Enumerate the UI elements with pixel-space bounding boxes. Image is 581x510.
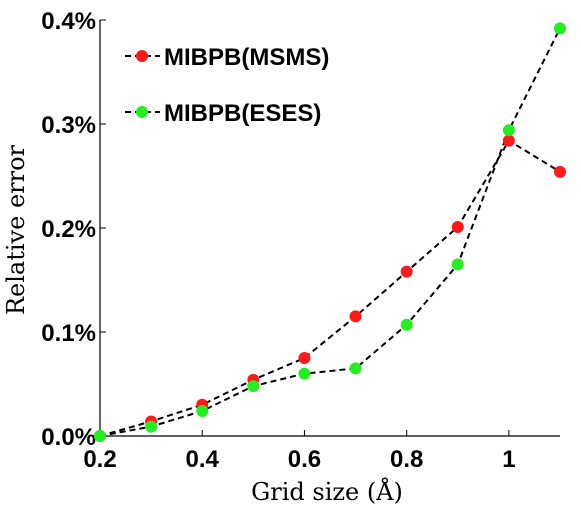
data-point [451,220,464,233]
y-tick-label: 0.4% [41,8,96,35]
x-tick-label: 0.4 [186,446,220,473]
data-point [400,318,413,331]
x-tick-label: 1 [502,446,515,473]
legend-label: MIBPB(ESES) [164,100,321,127]
data-point [349,310,362,323]
data-point [554,165,566,178]
legend: MIBPB(MSMS) MIBPB(ESES) [125,44,329,127]
data-point [400,265,413,278]
series-line-1 [99,139,561,437]
data-point [502,124,515,137]
data-point [554,22,566,35]
axes: 0.2 0.4 0.6 0.8 1 0.0% 0.1% 0.2% 0.3% 0.4% [41,8,560,473]
legend-marker [136,106,148,118]
data-point [94,430,106,442]
data-point [247,380,260,393]
series-lines [99,27,561,437]
y-tick-label: 0.1% [41,320,96,347]
data-point [451,258,464,271]
x-tick-label: 0.6 [288,446,321,473]
y-tick-label: 0.3% [41,112,96,139]
data-point [349,362,362,375]
x-axis-label: Grid size (Å) [251,477,403,506]
data-points [94,22,566,442]
y-tick-label: 0.0% [41,424,96,451]
x-tick-label: 0.8 [390,446,423,473]
legend-marker [136,50,148,62]
data-point [298,367,311,380]
data-point [145,420,158,433]
data-point [196,405,209,418]
data-point [298,352,311,364]
y-tick-label: 0.2% [41,216,96,243]
series-line-2 [99,27,561,437]
x-tick-label: 0.2 [83,446,116,473]
data-point [502,134,515,147]
y-axis-label: Relative error [2,144,30,315]
legend-label: MIBPB(MSMS) [164,44,329,71]
